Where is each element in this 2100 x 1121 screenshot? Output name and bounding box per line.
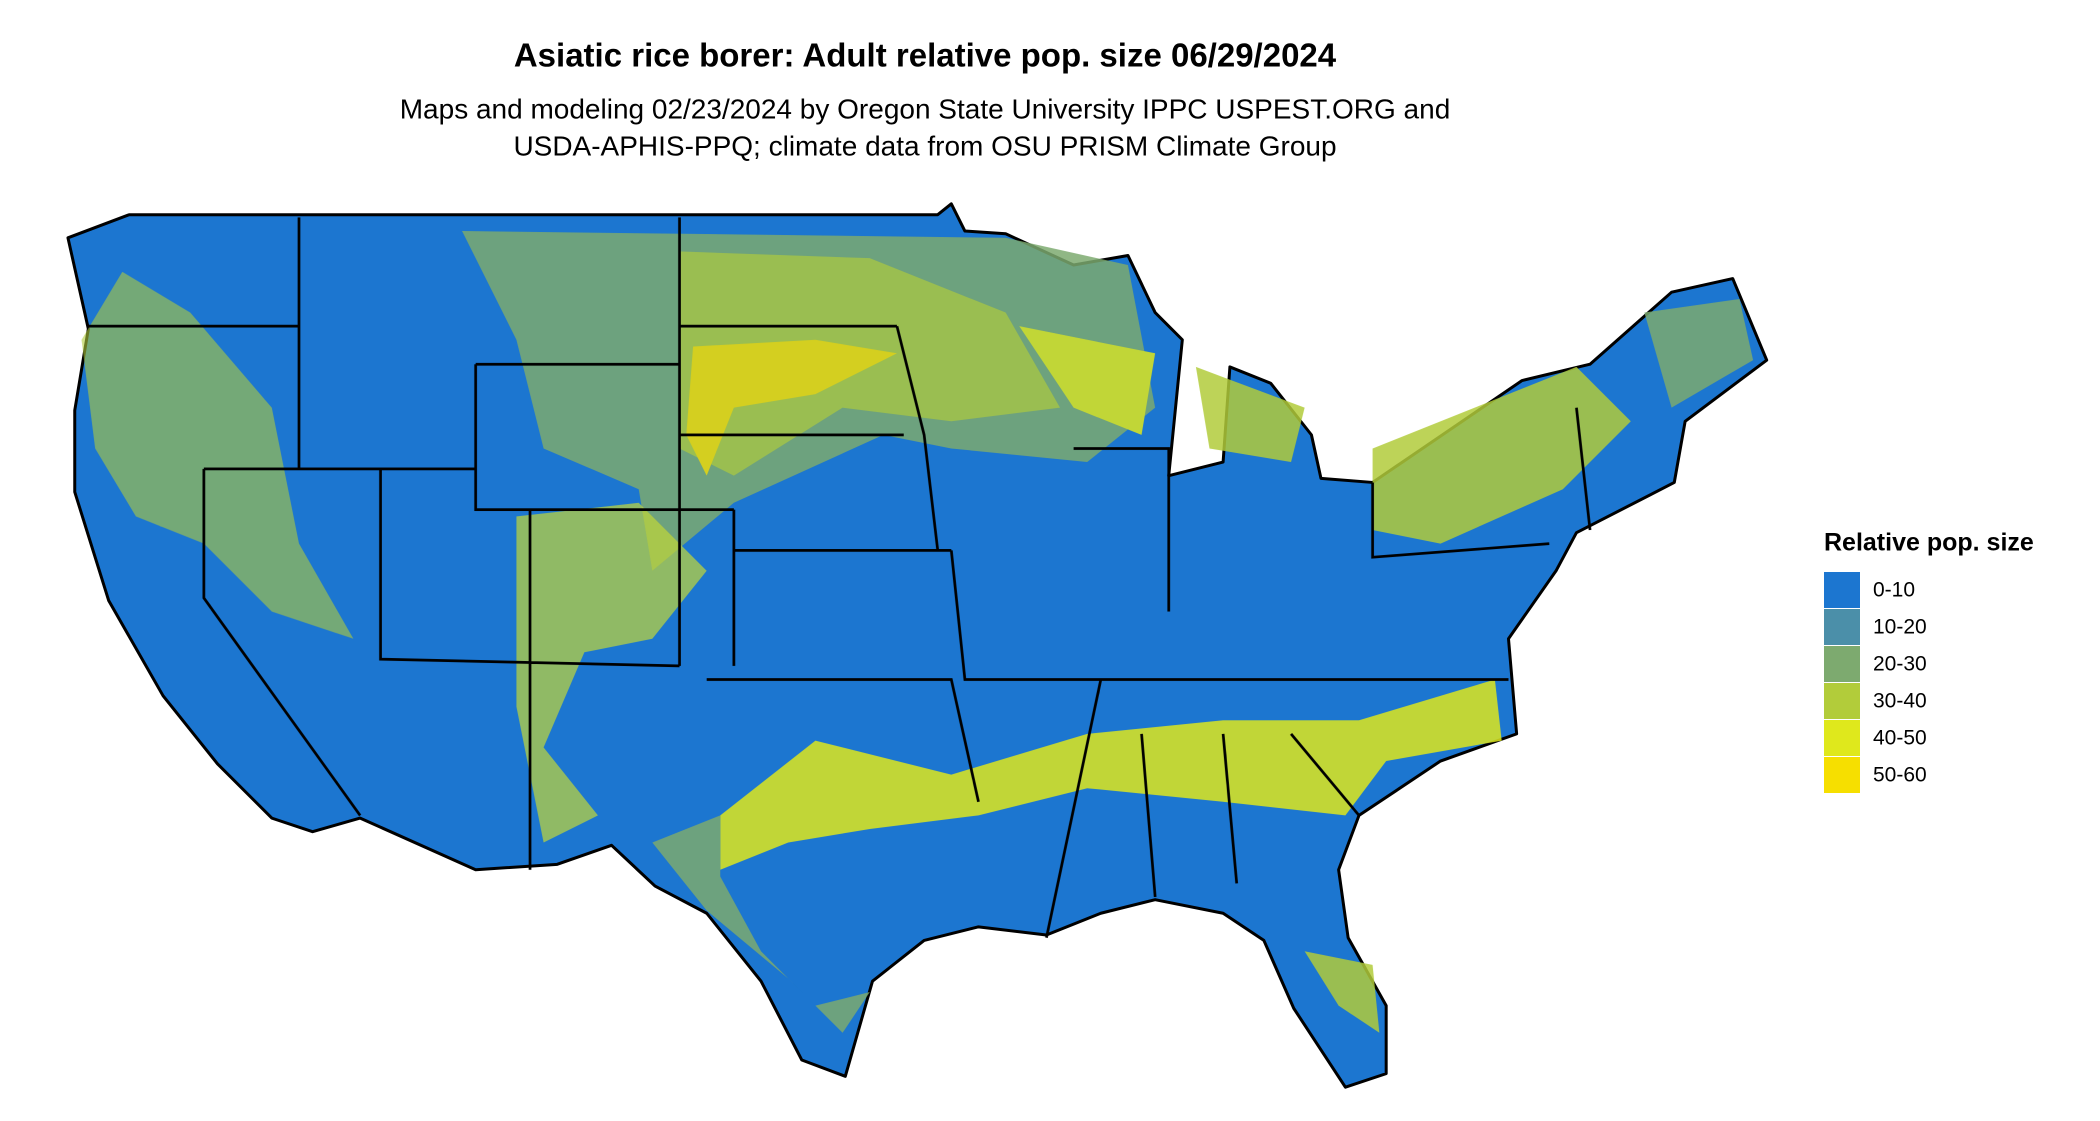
band <box>1304 951 1380 1033</box>
band <box>81 271 354 639</box>
legend-swatch <box>1824 609 1860 645</box>
legend-swatch <box>1824 572 1860 608</box>
legend-label: 0-10 <box>1873 579 1915 602</box>
map-title: Asiatic rice borer: Adult relative pop. … <box>514 37 1337 74</box>
us-outline <box>66 202 1769 1089</box>
band <box>1019 326 1156 435</box>
legend-title: Relative pop. size <box>1824 529 2034 557</box>
legend-label: 40-50 <box>1873 727 1927 750</box>
legend-swatch <box>1824 757 1860 793</box>
legend: 0-10 10-20 20-30 30-40 40-50 50-60 <box>1824 572 1927 793</box>
legend-label: 20-30 <box>1873 653 1927 676</box>
band <box>516 502 707 843</box>
state-borders <box>88 217 1592 938</box>
legend-label: 30-40 <box>1873 690 1927 713</box>
legend-label: 50-60 <box>1873 764 1927 787</box>
band <box>1644 298 1754 408</box>
legend-swatch <box>1824 720 1860 756</box>
map-subtitle: USDA-APHIS-PPQ; climate data from OSU PR… <box>513 130 1336 161</box>
band <box>686 339 897 476</box>
legend-label: 10-20 <box>1873 616 1927 639</box>
band <box>652 815 870 1033</box>
band <box>1195 366 1305 463</box>
band <box>1372 366 1631 544</box>
state-border <box>88 217 1592 938</box>
us-map <box>66 202 1769 1089</box>
population-bands <box>81 231 1754 1033</box>
map-subtitle: Maps and modeling 02/23/2024 by Oregon S… <box>400 93 1451 124</box>
band <box>720 679 1502 870</box>
legend-swatch <box>1824 683 1860 719</box>
legend-swatch <box>1824 646 1860 682</box>
